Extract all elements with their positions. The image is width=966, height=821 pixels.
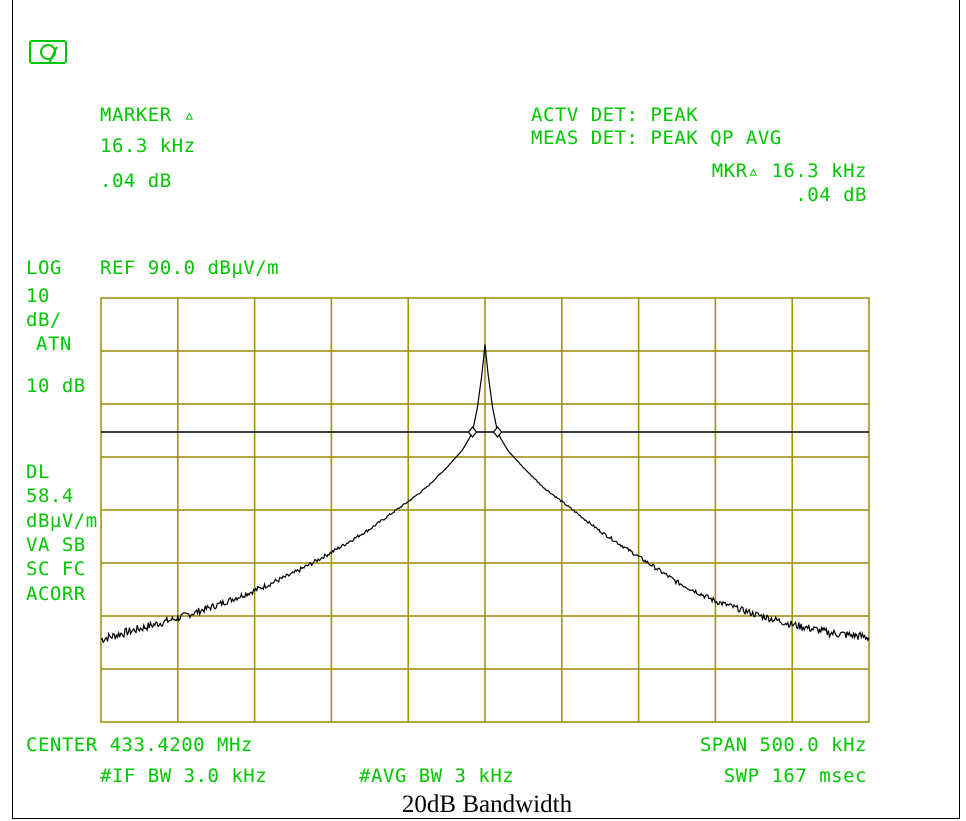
figure-caption: 20dB Bandwidth: [401, 791, 573, 818]
marker-freq: 16.3 kHz: [100, 135, 196, 157]
marker-readout-level: .04 dB: [795, 184, 867, 206]
display-line-label: DL: [26, 461, 50, 483]
marker-level: .04 dB: [100, 170, 172, 192]
delta-marker: [492, 426, 503, 438]
marker-title: MARKER ▵: [100, 104, 196, 126]
reference-level: REF 90.0 dBµV/m: [100, 257, 280, 279]
analyzer-screen: MARKER ▵ 16.3 kHz .04 dB ACTV DET: PEAK …: [12, 0, 960, 819]
div-value: 10: [26, 285, 50, 307]
scale-mode: LOG: [26, 257, 62, 279]
sc-fc-label: SC FC: [26, 558, 86, 580]
attenuation-value: 10 dB: [26, 375, 86, 397]
attenuation-label: ATN: [36, 333, 72, 355]
display-line-value: 58.4: [26, 485, 74, 507]
center-frequency: CENTER 433.4200 MHz: [26, 734, 253, 756]
spectrum-trace: [100, 344, 870, 644]
avg-bandwidth: #AVG BW 3 kHz: [359, 765, 515, 787]
hp-logo-icon: [29, 40, 67, 64]
display-line-unit: dBµV/m: [26, 510, 98, 532]
active-detector: ACTV DET: PEAK: [531, 104, 699, 126]
delta-marker: [467, 426, 478, 438]
va-sb-label: VA SB: [26, 534, 86, 556]
div-unit: dB/: [26, 309, 62, 331]
if-bandwidth: #IF BW 3.0 kHz: [100, 765, 268, 787]
marker-readout-freq: MKR▵ 16.3 kHz: [711, 160, 867, 182]
acorr-label: ACORR: [26, 583, 86, 605]
spectrum-plot: [100, 297, 870, 723]
span: SPAN 500.0 kHz: [699, 734, 867, 756]
sweep-time: SWP 167 msec: [723, 765, 867, 787]
measure-detector: MEAS DET: PEAK QP AVG: [531, 127, 782, 149]
